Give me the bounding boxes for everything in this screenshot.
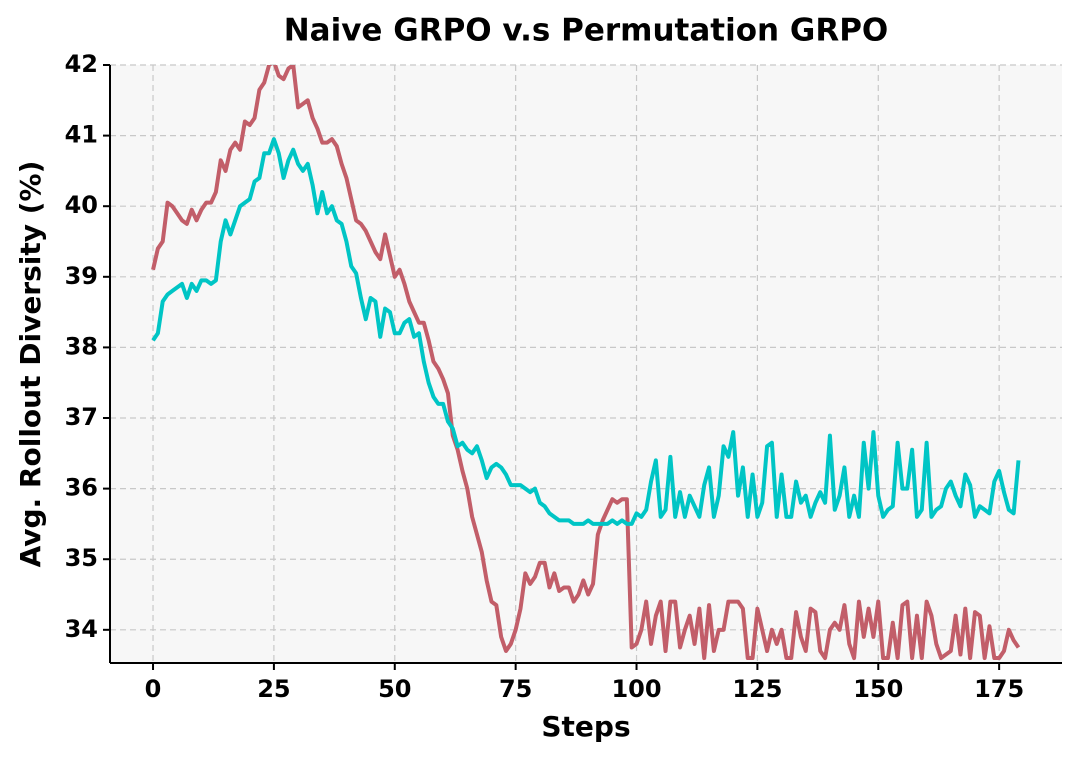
lines [151,65,1021,661]
x-tick-label: 75 [499,675,532,703]
plot-background [110,65,1062,663]
chart-title: Naive GRPO v.s Permutation GRPO [284,13,889,49]
y-tick-label: 36 [65,474,98,502]
y-tick-label: 38 [65,332,98,360]
grid [110,64,1062,663]
x-tick-label: 150 [853,675,903,703]
y-axis-label: Avg. Rollout Diversity (%) [14,161,47,568]
y-tick-label: 39 [65,262,98,290]
y-tick-label: 34 [65,615,98,643]
y-tick-label: 42 [65,50,98,78]
series-line [151,137,1021,526]
y-tick-label: 41 [65,121,98,149]
y-tick-label: 35 [65,544,98,572]
series-line [151,65,1021,661]
y-tick-label: 40 [65,191,98,219]
x-tick-label: 100 [611,675,661,703]
x-tick-label: 50 [378,675,411,703]
x-tick-label: 175 [974,675,1024,703]
y-tick-label: 37 [65,403,98,431]
x-tick-label: 0 [145,675,162,703]
x-tick-label: 25 [257,675,290,703]
x-tick-label: 125 [732,675,782,703]
x-axis-label: Steps [541,710,630,743]
